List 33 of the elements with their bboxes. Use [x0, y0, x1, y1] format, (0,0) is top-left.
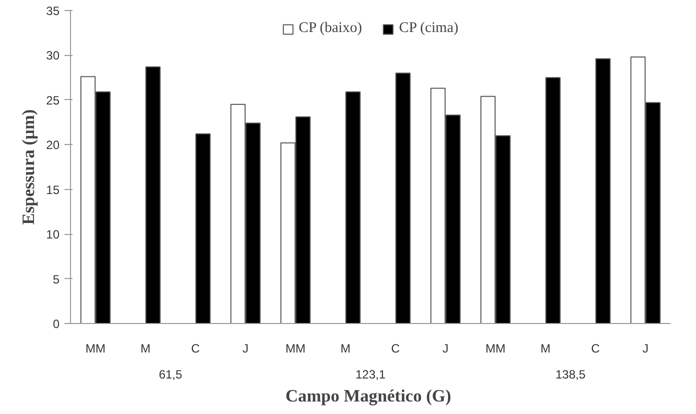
- bar: [395, 72, 411, 324]
- x-tick-label: MM: [486, 342, 506, 356]
- text: 61,5: [158, 368, 183, 382]
- y-tick-label: 25: [46, 93, 60, 108]
- text: 123,1: [355, 368, 386, 382]
- x-tick-label: M: [340, 342, 350, 356]
- y-tick-label: 0: [52, 317, 60, 331]
- x-tick-label: J: [442, 342, 448, 356]
- bar: [545, 77, 561, 324]
- legend-label: CP (cima): [399, 20, 458, 37]
- bar: [145, 66, 161, 324]
- y-tick-label: 35: [46, 4, 60, 18]
- y-tick-label: 5: [52, 272, 60, 286]
- y-tick-label: 10: [46, 228, 60, 242]
- x-tick-label: MM: [86, 342, 106, 356]
- x-tick-label: M: [140, 342, 150, 356]
- y-tick-label: 30: [46, 48, 60, 63]
- bar: [345, 91, 361, 324]
- x-tick-label: M: [540, 342, 550, 356]
- x-tick-label: J: [242, 342, 248, 356]
- y-tick-label: 15: [46, 182, 60, 197]
- y-tick-label: 20: [46, 138, 60, 152]
- x-tick-label: J: [642, 342, 648, 356]
- x-tick-label: C: [591, 342, 600, 356]
- x-tick-label: C: [191, 342, 200, 356]
- x-tick-label: C: [391, 342, 400, 356]
- y-axis-title: Espessura (µm): [19, 109, 38, 225]
- bar: [195, 133, 211, 324]
- legend-label: CP (baixo): [298, 20, 362, 37]
- x-axis-title: Campo Magnético (G): [286, 386, 452, 406]
- text: 138,5: [555, 368, 586, 382]
- bar: [595, 58, 611, 324]
- x-tick-label: MM: [286, 342, 306, 356]
